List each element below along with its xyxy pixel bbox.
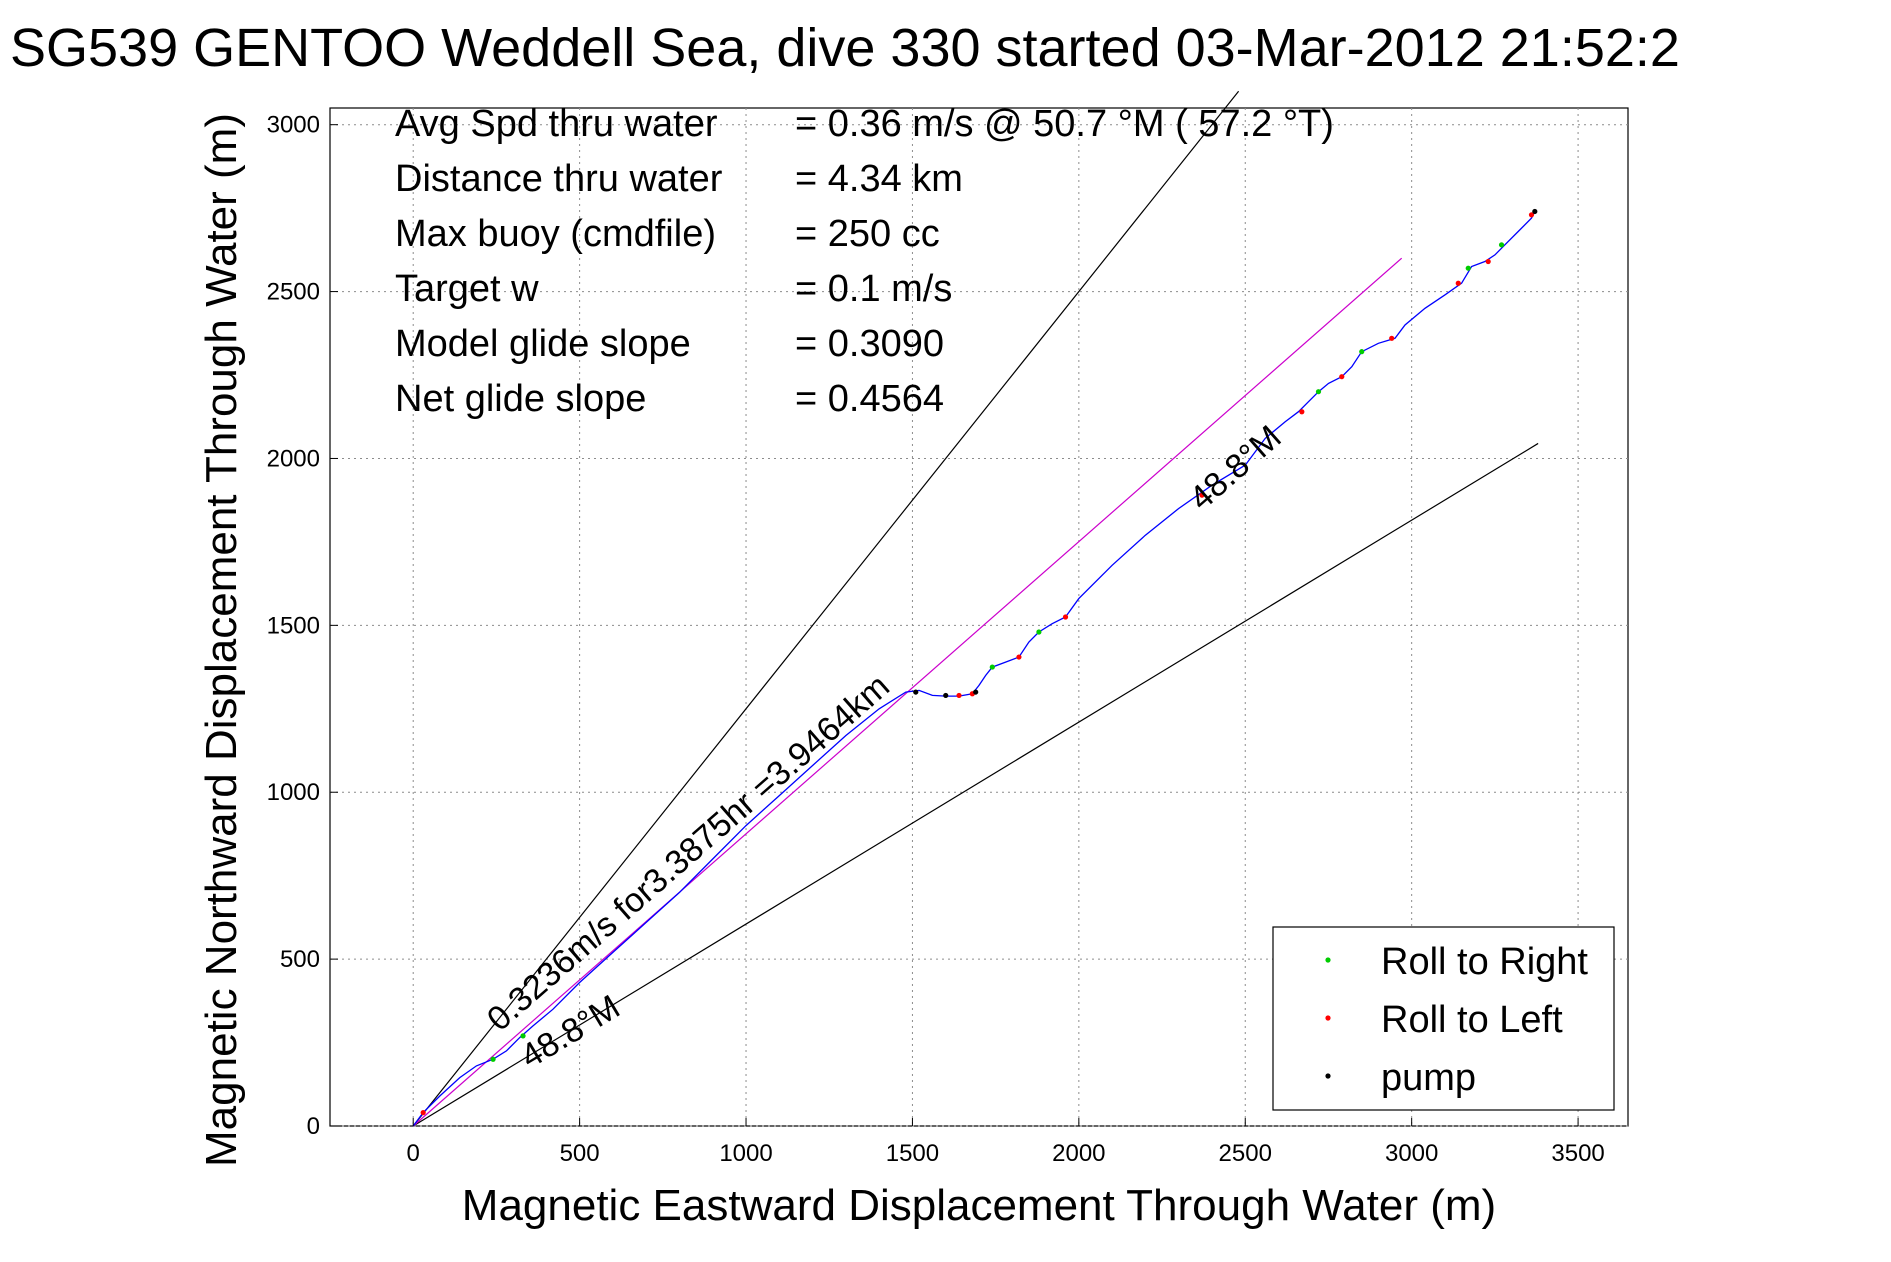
marker-roll-to-right — [1359, 349, 1365, 355]
marker-roll-to-left — [1389, 335, 1395, 341]
y-tick-label: 1000 — [267, 779, 320, 806]
legend-marker — [1325, 1073, 1331, 1079]
x-tick-label: 1500 — [886, 1140, 939, 1167]
y-tick-label: 3000 — [267, 112, 320, 139]
stat-value: = 0.1 m/s — [795, 268, 952, 310]
stat-label: Max buoy (cmdfile) — [395, 213, 716, 255]
marker-roll-to-right — [1465, 265, 1471, 271]
marker-pump — [913, 689, 919, 695]
x-tick-label: 2500 — [1219, 1140, 1272, 1167]
legend: Roll to Right Roll to Left pump — [1272, 926, 1615, 1111]
x-tick-label: 3000 — [1385, 1140, 1438, 1167]
chart-title: SG539 GENTOO Weddell Sea, dive 330 start… — [10, 18, 1680, 78]
x-tick-label: 0 — [407, 1140, 420, 1167]
marker-roll-to-right — [1498, 242, 1505, 248]
marker-pump — [1532, 208, 1538, 215]
y-tick-label: 2500 — [267, 279, 320, 306]
marker-roll-to-left — [1455, 280, 1461, 286]
y-tick-label: 2000 — [267, 445, 320, 472]
marker-roll-to-right — [520, 1033, 526, 1039]
grid — [330, 108, 1628, 1127]
stat-label: Distance thru water — [395, 158, 723, 200]
marker-roll-to-left — [1016, 654, 1022, 660]
stats-block: Avg Spd thru water = 0.36 m/s @ 50.7 °M (… — [395, 103, 1334, 420]
stat-label: Model glide slope — [395, 323, 691, 365]
x-axis-ticks: 0 500 1000 1500 2000 2500 3000 3500 — [407, 1118, 1605, 1167]
legend-marker — [1325, 1015, 1331, 1021]
plot-area: 0 500 1000 1500 2000 2500 3000 3500 0 500 1000 150… — [267, 90, 1629, 1167]
stat-value: = 0.36 m/s @ 50.7 °M ( 57.2 °T) — [795, 103, 1334, 145]
stat-value: = 0.4564 — [795, 378, 944, 420]
marker-roll-to-left — [956, 692, 962, 699]
legend-entry: pump — [1381, 1057, 1476, 1099]
y-axis-ticks: 0 500 1000 1500 2000 2500 3000 — [267, 112, 338, 1140]
series-lines — [412, 211, 1536, 1127]
stat-value: = 250 cc — [795, 213, 940, 255]
x-tick-label: 500 — [560, 1140, 600, 1167]
marker-roll-to-right — [1315, 389, 1322, 395]
marker-points — [420, 208, 1538, 1116]
marker-roll-to-right — [1036, 629, 1042, 635]
reference-line-bound-lower — [412, 442, 1539, 1127]
marker-roll-to-left — [420, 1110, 426, 1116]
marker-pump — [943, 692, 949, 699]
legend-marker — [1325, 957, 1331, 963]
legend-entry: Roll to Right — [1381, 941, 1588, 983]
x-axis-label: Magnetic Eastward Displacement Through W… — [462, 1181, 1496, 1230]
track-line — [412, 211, 1536, 1127]
x-tick-label: 1000 — [719, 1140, 772, 1167]
y-tick-label: 1500 — [267, 612, 320, 639]
marker-roll-to-left — [1339, 374, 1345, 380]
stat-label: Net glide slope — [395, 378, 646, 420]
y-axis-label: Magnetic Northward Displacement Through … — [197, 113, 246, 1167]
x-tick-label: 3500 — [1551, 1140, 1604, 1167]
marker-roll-to-right — [989, 664, 995, 670]
marker-roll-to-left — [1485, 258, 1491, 265]
marker-roll-to-left — [1062, 614, 1069, 620]
y-tick-label: 500 — [280, 946, 320, 973]
y-tick-label: 0 — [307, 1113, 320, 1140]
stat-value: = 4.34 km — [795, 158, 963, 200]
stat-label: Target w — [395, 268, 539, 310]
marker-roll-to-left — [1299, 409, 1305, 415]
marker-roll-to-right — [490, 1056, 496, 1062]
reference-line-bound-upper — [412, 90, 1240, 1127]
legend-entry: Roll to Left — [1381, 999, 1563, 1041]
stat-label: Avg Spd thru water — [395, 103, 718, 145]
marker-pump — [973, 689, 979, 695]
stat-value: = 0.3090 — [795, 323, 944, 365]
marker-roll-to-left — [1528, 212, 1535, 218]
x-tick-label: 2000 — [1052, 1140, 1105, 1167]
marker-roll-to-left — [1199, 492, 1205, 498]
